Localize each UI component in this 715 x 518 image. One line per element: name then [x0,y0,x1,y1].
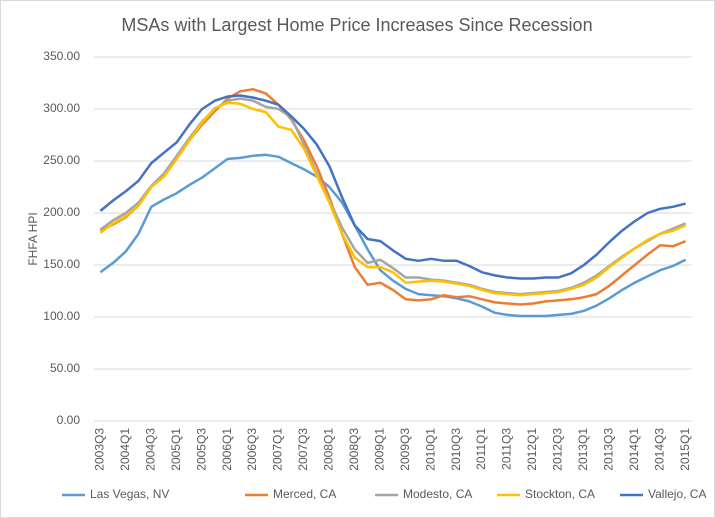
x-tick-label: 2007Q3 [296,428,310,471]
legend-label: Stockton, CA [525,487,595,501]
y-tick-label: 350.00 [43,49,80,63]
line-series [99,94,686,280]
y-tick-label: 250.00 [43,153,80,167]
x-tick-label: 2015Q1 [678,428,692,471]
legend-label: Modesto, CA [403,487,472,501]
y-tick-label: 50.00 [50,361,80,375]
legend-label: Vallejo, CA [648,487,706,501]
x-tick-label: 2014Q1 [627,428,641,471]
x-tick-label: 2013Q1 [576,428,590,471]
x-tick-label: 2011Q1 [474,428,488,470]
x-tick-label: 2011Q3 [500,428,514,470]
x-tick-label: 2008Q1 [322,428,336,471]
line-series [99,153,687,318]
y-tick-label: 150.00 [43,257,80,271]
x-tick-label: 2009Q1 [372,428,386,471]
legend-label: Las Vegas, NV [90,487,169,501]
x-tick-label: 2004Q3 [143,428,157,471]
x-tick-label: 2010Q3 [449,428,463,471]
line-series [99,101,687,297]
x-tick-label: 2005Q1 [169,428,183,471]
x-tick-label: 2012Q1 [525,428,539,471]
x-tick-label: 2009Q3 [398,428,412,471]
x-tick-label: 2010Q1 [423,428,437,471]
x-tick-label: 2014Q3 [652,428,666,471]
y-tick-label: 0.00 [57,413,81,427]
y-tick-label: 100.00 [43,309,80,323]
y-axis-label: FHFA HPI [26,212,40,265]
y-tick-label: 300.00 [43,101,80,115]
x-tick-label: 2006Q3 [245,428,259,471]
x-tick-label: 2004Q1 [118,428,132,471]
x-tick-label: 2013Q3 [601,428,615,471]
y-tick-label: 200.00 [43,205,80,219]
x-tick-label: 2007Q1 [271,428,285,471]
x-tick-label: 2012Q3 [551,428,565,471]
legend-label: Merced, CA [273,487,336,501]
x-tick-label: 2006Q1 [220,428,234,471]
x-tick-label: 2008Q3 [347,428,361,471]
x-tick-label: 2005Q3 [194,428,208,471]
chart-title: MSAs with Largest Home Price Increases S… [121,15,592,35]
x-tick-label: 2003Q3 [93,428,107,471]
